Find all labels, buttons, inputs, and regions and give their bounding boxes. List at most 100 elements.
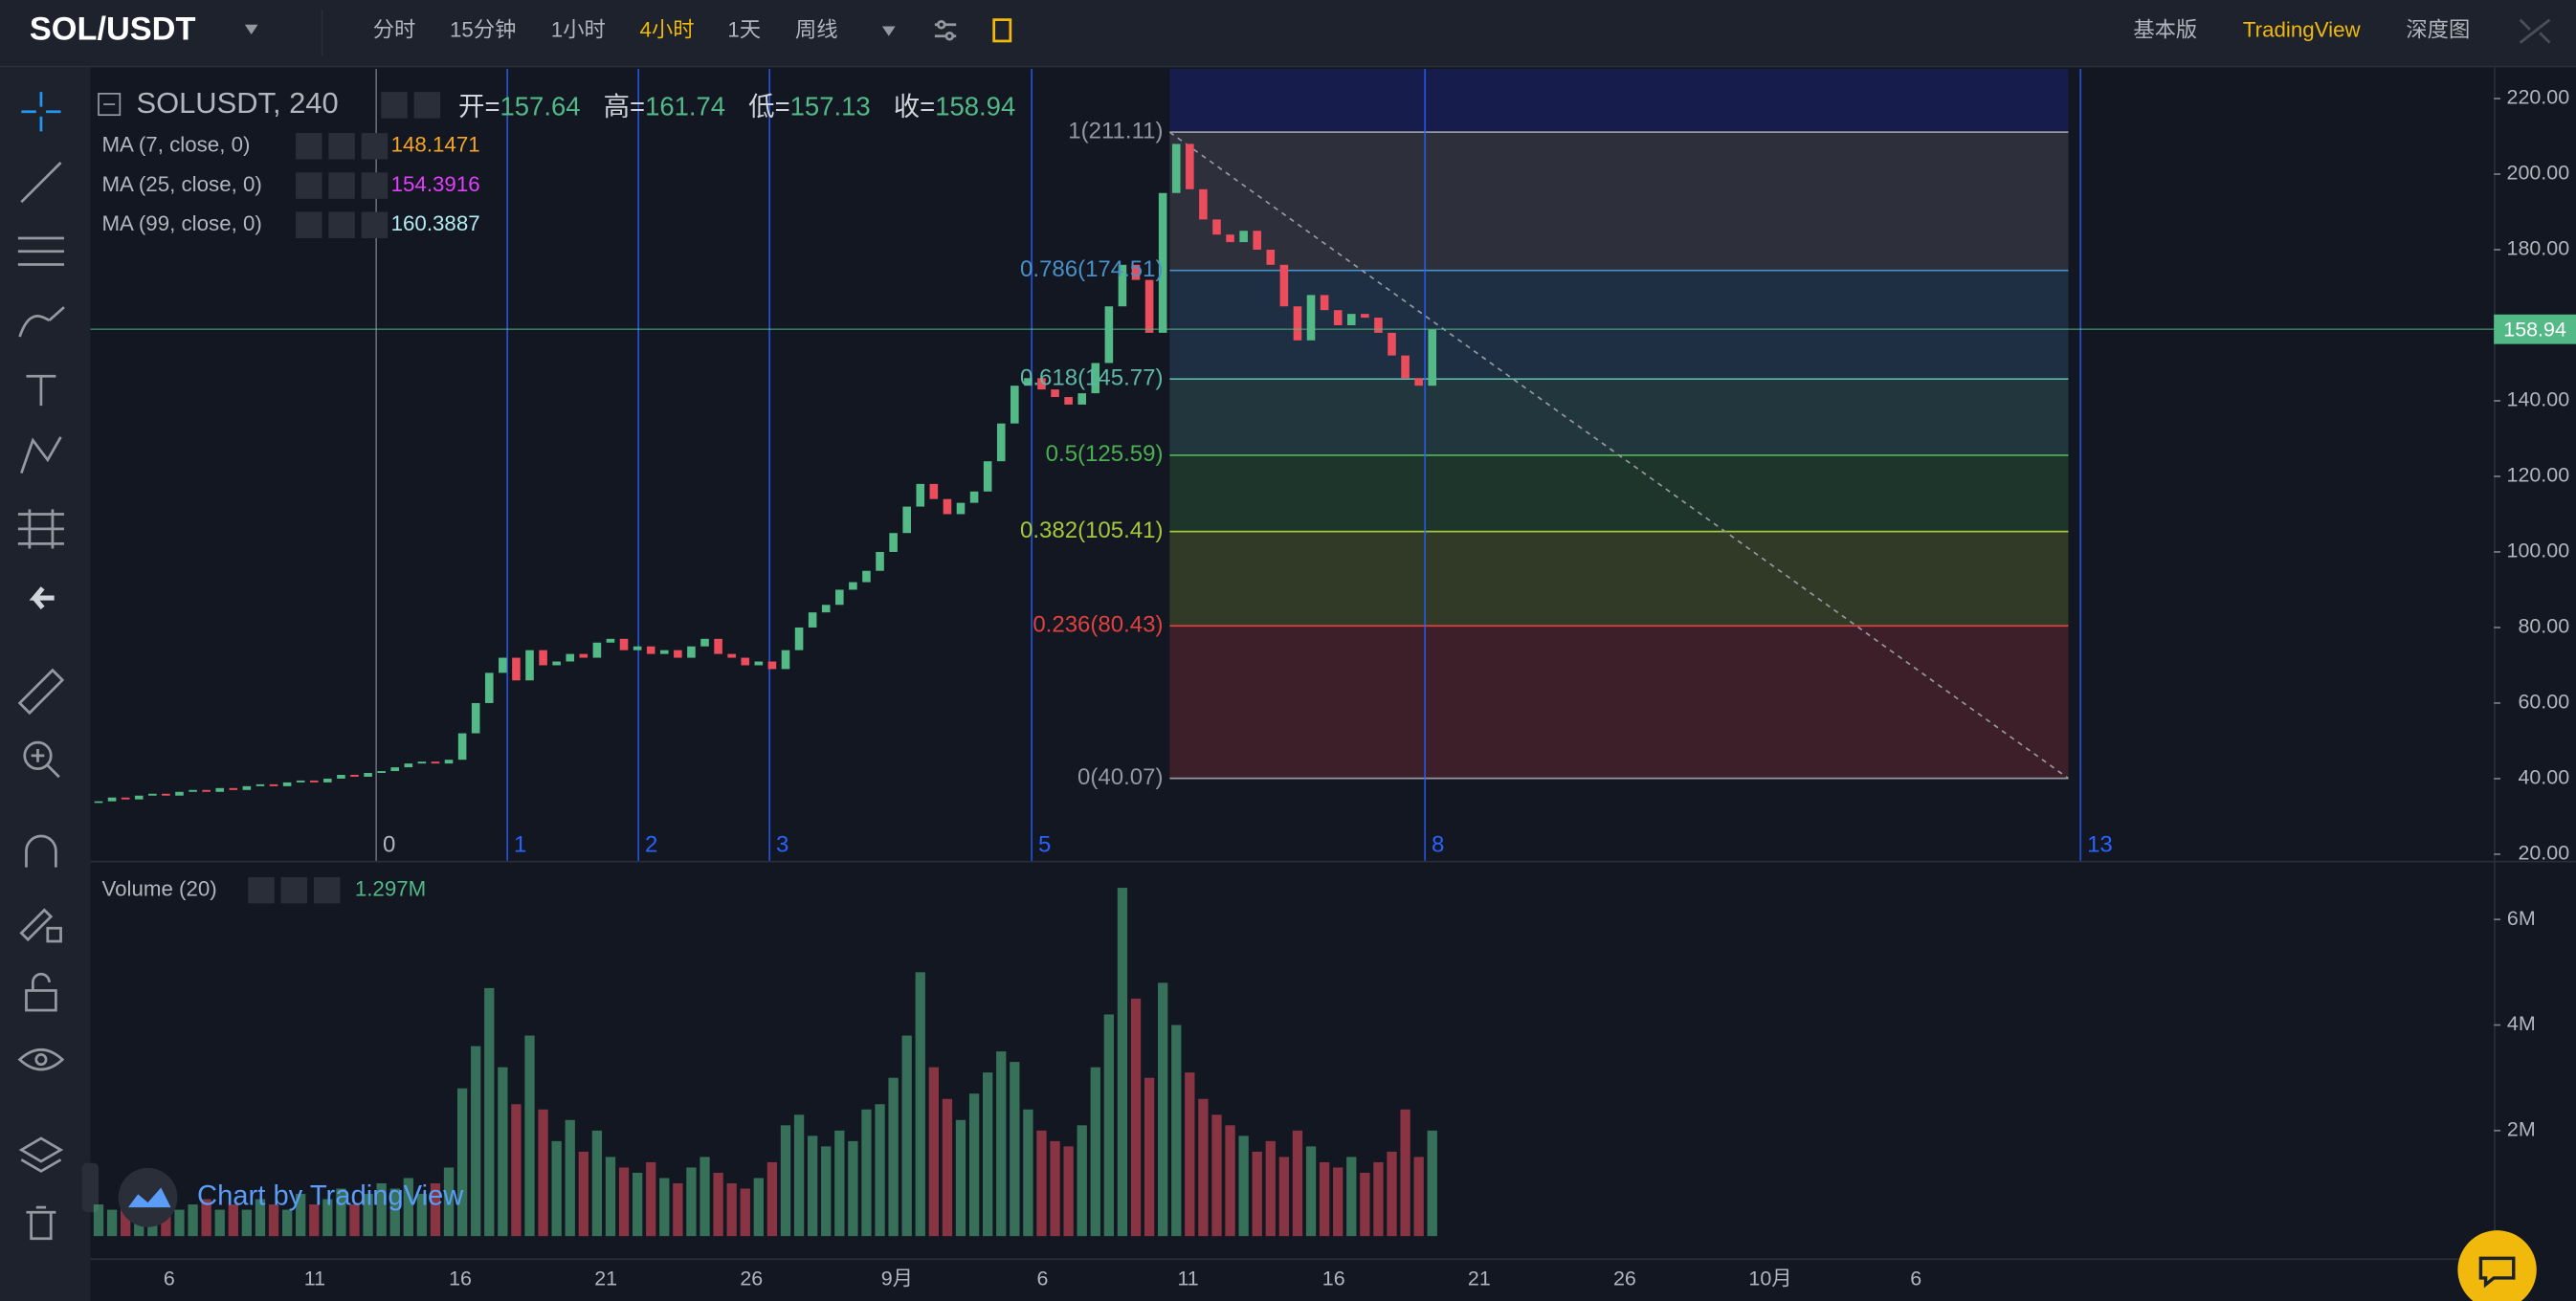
volume-bar [673, 1183, 683, 1237]
volume-bar [336, 1188, 346, 1237]
volume-bar [1198, 1098, 1209, 1237]
volume-settings[interactable] [280, 876, 308, 904]
volume-bar [1346, 1157, 1357, 1237]
collapse-legend[interactable] [98, 93, 122, 117]
legend-eye[interactable] [381, 92, 408, 119]
fib-tool[interactable] [17, 236, 64, 266]
candle-body [996, 423, 1006, 462]
ohlc-value: 161.74 [645, 92, 725, 121]
fib-band [1169, 454, 2069, 532]
candle-body [296, 780, 305, 783]
candle-body [431, 761, 440, 764]
candle-body [1239, 231, 1248, 243]
ohlc-key: 开= [458, 92, 500, 121]
indicator-button[interactable] [296, 172, 322, 199]
volume-bar [174, 1209, 185, 1237]
zoom-tool[interactable] [23, 740, 60, 779]
fib-band [1169, 132, 2069, 271]
volume-bar [861, 1109, 872, 1237]
interval-tab[interactable]: 分时 [373, 18, 416, 42]
indicator-button[interactable] [296, 211, 322, 238]
candle-body [1374, 318, 1383, 333]
candle-body [242, 785, 252, 790]
volume-bar [848, 1140, 858, 1237]
indicator-button[interactable] [328, 211, 355, 238]
legend-settings[interactable] [413, 92, 441, 119]
interval-tab[interactable]: 1天 [727, 18, 761, 42]
interval-tab[interactable]: 15分钟 [450, 18, 516, 42]
indicator-button[interactable] [296, 133, 322, 160]
candle-body [876, 551, 884, 571]
visibility-tool[interactable] [17, 1047, 65, 1071]
trend-line-tool[interactable] [20, 162, 62, 204]
indicator-button[interactable] [361, 133, 389, 160]
toolbar-toggle[interactable] [81, 1162, 100, 1213]
time-axis-label: 6 [1910, 1267, 1921, 1290]
indicator-icon[interactable] [992, 18, 1012, 43]
chart-title: SOLUSDT, 240 [136, 86, 338, 120]
text-tool[interactable] [26, 374, 56, 407]
volume-bar [1278, 1157, 1290, 1237]
interval-tab[interactable]: 4小时 [640, 18, 695, 42]
interval-tab[interactable]: 1小时 [551, 18, 606, 42]
volume-bar [524, 1035, 535, 1237]
back-tool[interactable] [29, 586, 55, 610]
view-tab[interactable]: 基本版 [2133, 18, 2197, 42]
time-axis-label: 6 [164, 1267, 175, 1290]
lock-tool[interactable] [25, 972, 57, 1012]
candle-body [983, 461, 992, 492]
fib-band [1169, 626, 2069, 779]
ohlc-key: 高= [604, 92, 646, 121]
fib-level-label: 0(40.07) [1077, 764, 1163, 790]
settings-icon[interactable] [934, 19, 957, 41]
candle-body [808, 612, 817, 628]
volume-bar [793, 1114, 805, 1237]
ohlc-value: 158.94 [935, 92, 1015, 121]
ruler-tool[interactable] [17, 668, 65, 716]
volume-bar [821, 1146, 832, 1237]
view-tab[interactable]: TradingView [2243, 18, 2362, 42]
volume-close[interactable] [313, 876, 341, 904]
crosshair-tool[interactable] [21, 92, 61, 132]
ohlc-value: 157.13 [790, 92, 871, 121]
pattern-tool[interactable] [20, 436, 62, 474]
fib-time-zones [375, 69, 2082, 861]
indicator-button[interactable] [361, 211, 389, 238]
fib-bands [1168, 69, 2069, 780]
indicator-button[interactable] [328, 133, 355, 160]
volume-bar [471, 1046, 481, 1237]
candle-body [1037, 378, 1046, 390]
chat-button[interactable] [2457, 1230, 2537, 1301]
candle-body [1388, 332, 1396, 356]
volume-bar [983, 1072, 993, 1237]
volume-bar [349, 1204, 360, 1237]
lock-drawing-tool[interactable] [19, 908, 62, 943]
volume-eye[interactable] [248, 876, 275, 904]
volume-bar [1185, 1072, 1195, 1237]
measure-tool[interactable] [17, 509, 64, 549]
layers-tool[interactable] [18, 1136, 64, 1173]
left-toolbar [0, 67, 91, 1301]
symbol[interactable]: SOL/USDT [30, 11, 196, 48]
delete-tool[interactable] [26, 1205, 56, 1241]
candle-body [189, 789, 197, 792]
interval-tab[interactable]: 周线 [795, 18, 838, 42]
volume-bar [106, 1209, 118, 1237]
volume-bar [996, 1051, 1007, 1237]
last-price-tag [2494, 314, 2576, 344]
candle-body [821, 605, 831, 613]
view-tab[interactable]: 深度图 [2406, 18, 2470, 42]
collapse-icon[interactable] [2519, 18, 2551, 44]
indicator-button[interactable] [328, 172, 355, 199]
symbol-dropdown[interactable] [244, 24, 258, 35]
brush-tool[interactable] [18, 306, 65, 338]
indicator-button[interactable] [361, 172, 389, 199]
volume-bar [121, 1199, 131, 1237]
interval-dropdown[interactable] [881, 26, 896, 36]
magnet-tool[interactable] [25, 834, 57, 868]
watermark[interactable]: Chart by TradingView [197, 1181, 464, 1212]
top-bar [0, 0, 2576, 66]
candle-body [1253, 231, 1262, 251]
volume-bar [1333, 1167, 1344, 1237]
